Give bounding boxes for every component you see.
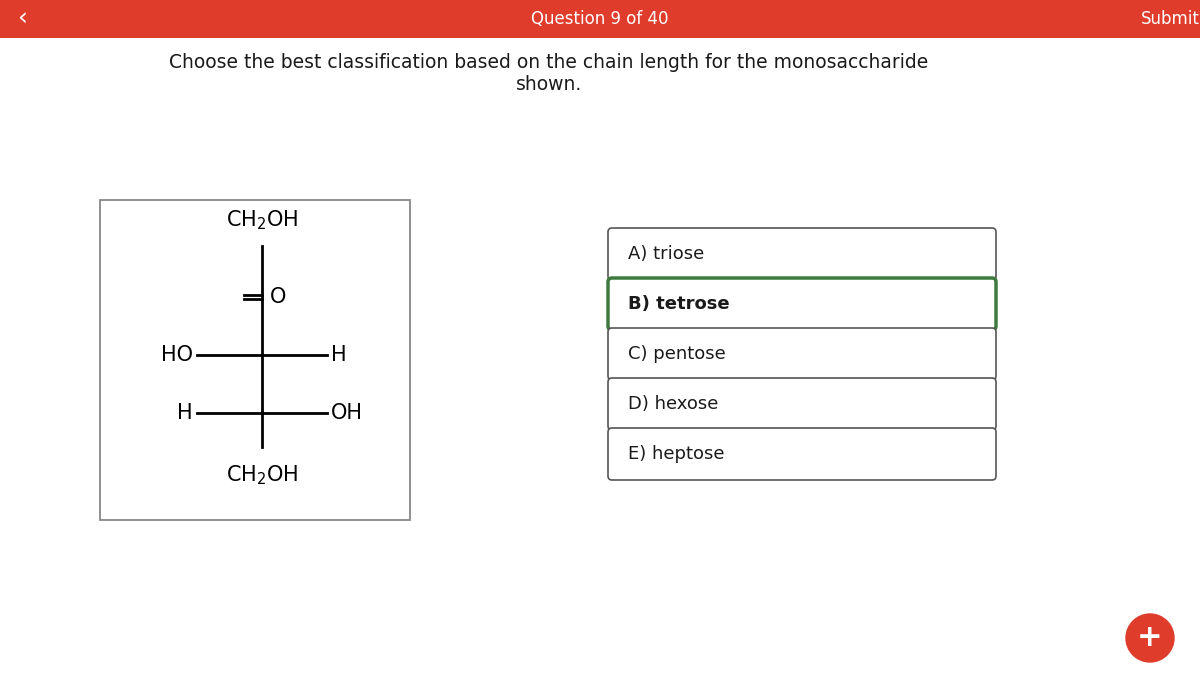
Text: H: H	[331, 345, 347, 365]
FancyBboxPatch shape	[608, 228, 996, 280]
Text: B) tetrose: B) tetrose	[628, 295, 730, 313]
FancyBboxPatch shape	[608, 278, 996, 330]
Text: D) hexose: D) hexose	[628, 395, 719, 413]
Text: shown.: shown.	[516, 74, 582, 93]
Text: OH: OH	[331, 403, 364, 423]
FancyBboxPatch shape	[608, 428, 996, 480]
FancyBboxPatch shape	[100, 200, 410, 520]
Text: CH$_2$OH: CH$_2$OH	[226, 208, 299, 232]
Text: A) triose: A) triose	[628, 245, 704, 263]
Text: O: O	[270, 287, 287, 307]
Text: E) heptose: E) heptose	[628, 445, 725, 463]
Text: Choose the best classification based on the chain length for the monosaccharide: Choose the best classification based on …	[169, 52, 929, 72]
Text: CH$_2$OH: CH$_2$OH	[226, 463, 299, 487]
Text: Submit: Submit	[1140, 10, 1200, 28]
FancyBboxPatch shape	[608, 378, 996, 430]
Text: Question 9 of 40: Question 9 of 40	[532, 10, 668, 28]
FancyBboxPatch shape	[0, 0, 1200, 38]
Text: HO: HO	[161, 345, 193, 365]
Text: H: H	[178, 403, 193, 423]
Text: ‹: ‹	[17, 7, 28, 31]
Text: C) pentose: C) pentose	[628, 345, 726, 363]
Circle shape	[1126, 614, 1174, 662]
FancyBboxPatch shape	[608, 328, 996, 380]
Text: +: +	[1138, 624, 1163, 652]
